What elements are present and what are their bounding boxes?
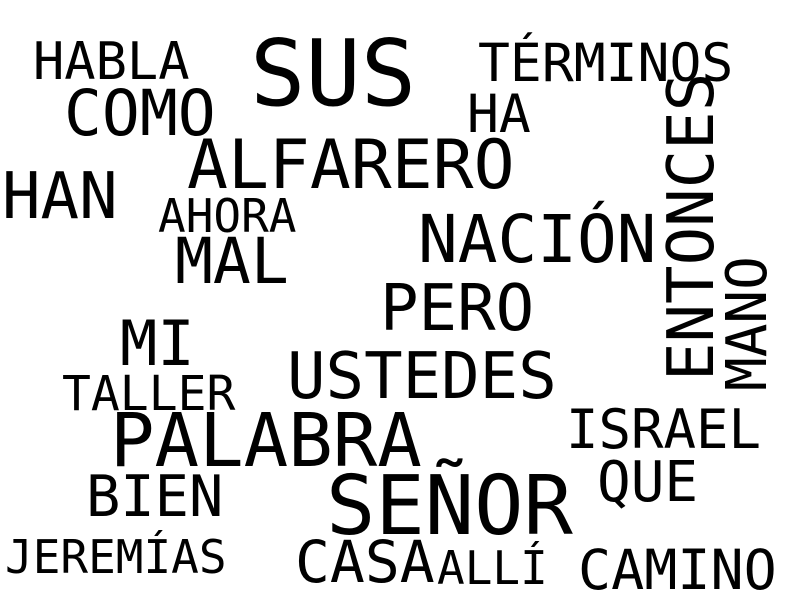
word-jeremias: JEREMÍAS [5, 530, 227, 584]
word-ahora: AHORA [158, 189, 297, 243]
word-nacion: NACIÓN [418, 201, 657, 278]
word-camino: CAMINO [578, 538, 777, 602]
word-ha: HA [467, 84, 531, 145]
word-mano: MANO [715, 256, 780, 391]
word-habla: HABLA [33, 32, 190, 92]
word-alfarero: ALFARERO [187, 126, 515, 205]
word-han: HAN [2, 160, 118, 234]
word-ustedes: USTEDES [287, 340, 557, 414]
word-terminos: TÉRMINOS [478, 33, 734, 94]
word-palabra: PALABRA [110, 398, 422, 484]
word-senor: SEÑOR [326, 459, 573, 554]
word-casa: CASA [295, 528, 435, 596]
word-sus: SUS [250, 20, 417, 127]
word-como: COMO [64, 77, 216, 150]
word-alli: ALLÍ [437, 541, 548, 595]
word-mal: MAL [175, 225, 289, 298]
word-israel: ISRAEL [566, 398, 762, 461]
word-bien: BIEN [86, 464, 224, 530]
word-pero: PERO [380, 272, 535, 346]
word-que: QUE [597, 450, 699, 515]
word-taller: TALLER [62, 366, 236, 422]
word-mi: MI [120, 307, 195, 380]
